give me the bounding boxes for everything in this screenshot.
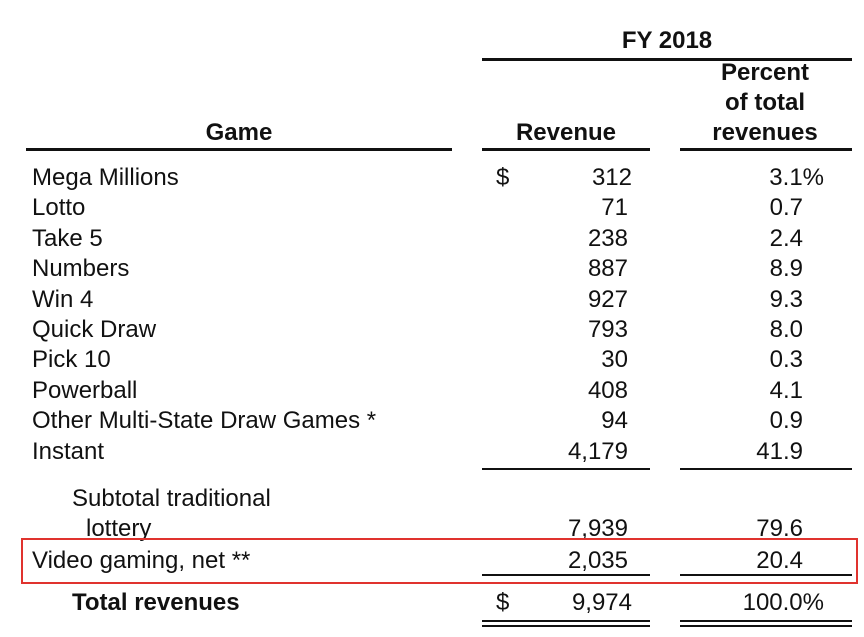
total-percent: 100.0% — [742, 589, 824, 616]
percent-header: Percent of total revenues — [680, 58, 850, 148]
row-revenue: 793 — [587, 316, 628, 343]
video-gaming-revenue: 2,035 — [567, 547, 628, 574]
percent-header-rule — [680, 148, 852, 151]
percent-header-line1: Percent — [720, 59, 810, 86]
row-percent: 8.0 — [769, 316, 803, 343]
row-percent: 8.9 — [769, 255, 803, 282]
row-percent: 4.1 — [769, 377, 803, 404]
total-percent-double-rule-1 — [680, 620, 852, 622]
game-header-rule — [26, 148, 452, 151]
row-revenue: 71 — [601, 194, 628, 221]
row-revenue: 94 — [601, 407, 628, 434]
row-game-label: Other Multi-State Draw Games * — [32, 407, 377, 434]
total-revenue: 9,974 — [571, 589, 632, 616]
period-rule — [482, 58, 852, 61]
row-percent: 3.1% — [769, 164, 824, 191]
currency-symbol-top: $ — [496, 164, 510, 191]
row-game-label: Numbers — [32, 255, 130, 282]
subtotal-label-line2: lottery — [86, 515, 152, 542]
row-revenue: 408 — [587, 377, 628, 404]
percent-header-line3: revenues — [712, 119, 818, 146]
row-game-label: Pick 10 — [32, 346, 111, 373]
row-revenue: 238 — [587, 225, 628, 252]
total-revenue-double-rule-1 — [482, 620, 650, 622]
row-percent: 0.9 — [769, 407, 803, 434]
row-percent: 0.7 — [769, 194, 803, 221]
row-game-label: Lotto — [32, 194, 86, 221]
row-game-label: Powerball — [32, 377, 138, 404]
row-game-label: Quick Draw — [32, 316, 157, 343]
video-gaming-percent: 20.4 — [756, 547, 803, 574]
video-gaming-label: Video gaming, net ** — [32, 547, 251, 574]
row-revenue: 4,179 — [567, 438, 628, 465]
subtotal-percent: 79.6 — [756, 515, 803, 542]
instant-percent-rule — [680, 468, 852, 470]
row-revenue: 887 — [587, 255, 628, 282]
total-percent-double-rule-2 — [680, 625, 852, 627]
row-game-label: Win 4 — [32, 286, 94, 313]
total-label: Total revenues — [72, 589, 240, 616]
game-header: Game — [205, 119, 273, 146]
row-percent: 2.4 — [769, 225, 803, 252]
subtotal-revenue: 7,939 — [567, 515, 628, 542]
total-revenue-double-rule-2 — [482, 625, 650, 627]
video-gaming-highlight — [21, 538, 858, 584]
row-percent: 0.3 — [769, 346, 803, 373]
video-percent-rule — [680, 574, 852, 576]
revenue-header-rule — [482, 148, 650, 151]
row-percent: 41.9 — [756, 438, 803, 465]
currency-symbol-total: $ — [496, 589, 510, 616]
row-game-label: Take 5 — [32, 225, 103, 252]
row-revenue: 30 — [601, 346, 628, 373]
instant-revenue-rule — [482, 468, 650, 470]
row-revenue: 312 — [591, 164, 632, 191]
row-game-label: Mega Millions — [32, 164, 179, 191]
row-percent: 9.3 — [769, 286, 803, 313]
period-header: FY 2018 — [621, 27, 713, 54]
percent-header-line2: of total — [725, 89, 805, 116]
video-revenue-rule — [482, 574, 650, 576]
row-game-label: Instant — [32, 438, 105, 465]
subtotal-label-line1: Subtotal traditional — [72, 485, 271, 512]
row-revenue: 927 — [587, 286, 628, 313]
revenue-header: Revenue — [515, 119, 617, 146]
